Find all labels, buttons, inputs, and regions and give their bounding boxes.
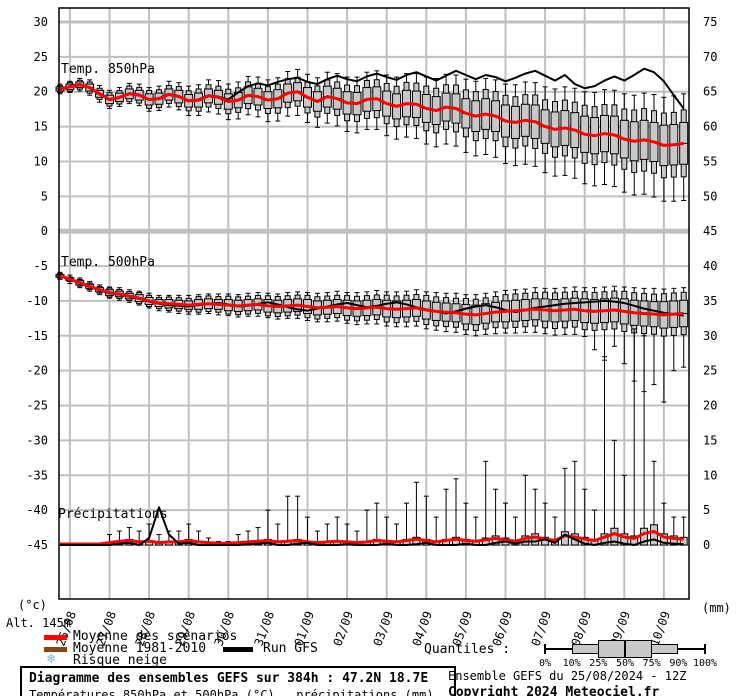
svg-text:10: 10 (34, 154, 48, 168)
svg-text:5: 5 (703, 503, 710, 517)
panel-label-850hpa: Temp. 850hPa (61, 62, 155, 77)
panel-label-500hpa: Temp. 500hPa (61, 255, 155, 270)
left-axis-unit: (°c) (18, 598, 47, 612)
svg-text:-10: -10 (26, 294, 48, 308)
svg-text:5: 5 (41, 189, 48, 203)
svg-text:75: 75 (703, 15, 717, 29)
gfs-line-swatch (223, 647, 253, 652)
separator-0c (59, 228, 689, 234)
svg-text:-15: -15 (26, 329, 48, 343)
svg-text:35: 35 (703, 294, 717, 308)
svg-text:50: 50 (703, 189, 717, 203)
snowflake-icon: ❄ (47, 651, 56, 667)
altitude-label: Alt. 145m (6, 616, 72, 630)
quantile-cap-100 (704, 644, 706, 654)
gfs-line-precip (60, 506, 684, 546)
svg-text:-45: -45 (26, 538, 48, 552)
svg-text:-35: -35 (26, 468, 48, 482)
climate-line-swatch (44, 647, 67, 652)
run-info: Ensemble GEFS du 25/08/2024 - 12Z (448, 669, 687, 683)
panel-label-precip: Précipitations (58, 507, 168, 522)
svg-text:0: 0 (41, 224, 48, 238)
boxplots-precip (105, 328, 688, 546)
svg-text:30: 30 (703, 329, 717, 343)
svg-text:70: 70 (703, 50, 717, 64)
svg-text:65: 65 (703, 85, 717, 99)
svg-text:-5: -5 (34, 259, 48, 273)
svg-text:10: 10 (703, 468, 717, 482)
diagram-title: Diagramme des ensembles GEFS sur 384h : … (29, 671, 429, 686)
legend-climate-label: Moyenne 1981-2010 (73, 641, 207, 656)
svg-text:25: 25 (34, 50, 48, 64)
quantile-tick-90: 90% (669, 658, 688, 669)
quantile-tick-10: 10% (562, 658, 581, 669)
mean-line-swatch (44, 635, 67, 640)
legend-mean-label: Moyenne des scénarios (73, 629, 238, 644)
quantile-tick-0: 0% (538, 658, 552, 669)
legend-snow-label: Risque neige (73, 653, 167, 668)
mean-line-t500 (59, 274, 684, 317)
boxplots-t500 (55, 271, 689, 403)
plot-canvas: 302520151050-5-10-15-20-25-30-35-40-4575… (26, 7, 717, 600)
quantile-median (624, 640, 626, 658)
plot-border (58, 7, 690, 600)
svg-text:25: 25 (703, 364, 717, 378)
svg-text:-25: -25 (26, 399, 48, 413)
svg-text:0: 0 (703, 538, 710, 552)
svg-text:30: 30 (34, 15, 48, 29)
quantile-tick-100: 100% (692, 658, 718, 669)
svg-text:-30: -30 (26, 433, 48, 447)
svg-text:15: 15 (34, 120, 48, 134)
diagram-subtitle: Températures 850hPa et 500hPa (°C) , pré… (29, 688, 434, 696)
quantiles-label: Quantiles : (424, 642, 511, 657)
quantile-tick-50: 50% (615, 658, 635, 669)
svg-text:-20: -20 (26, 364, 48, 378)
svg-text:45: 45 (703, 224, 717, 238)
legend-gfs-label: Run GFS (263, 641, 318, 656)
y-tick-labels: 302520151050-5-10-15-20-25-30-35-40-4575… (26, 15, 717, 552)
copyright: Copyright 2024 Meteociel.fr (448, 685, 660, 696)
svg-text:55: 55 (703, 154, 717, 168)
svg-text:20: 20 (34, 85, 48, 99)
quantile-tick-25: 25% (589, 658, 608, 669)
mean-line-t850 (59, 83, 684, 147)
svg-text:-40: -40 (26, 503, 48, 517)
title-box: Diagramme des ensembles GEFS sur 384h : … (20, 666, 456, 696)
mean-line-precip (60, 529, 684, 546)
svg-text:15: 15 (703, 433, 717, 447)
svg-text:40: 40 (703, 259, 717, 273)
svg-text:20: 20 (703, 399, 717, 413)
quantile-tick-75: 75% (642, 658, 661, 669)
svg-text:60: 60 (703, 120, 717, 134)
right-axis-unit: (mm) (702, 601, 731, 615)
